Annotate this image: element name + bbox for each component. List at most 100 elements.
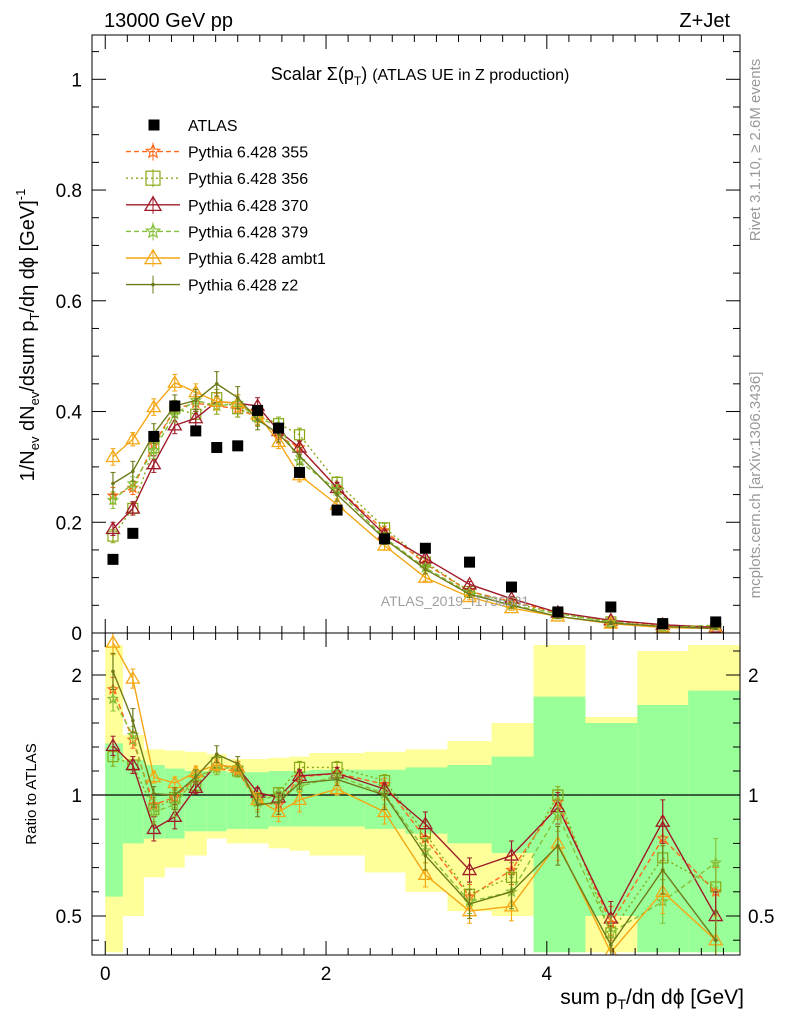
- chart-title: Scalar Σ(pT) (ATLAS UE in Z production): [271, 64, 570, 88]
- x-axis-label: sum pT/dη dϕ [GeV]: [560, 986, 744, 1012]
- ratio-ambt1-point: [655, 884, 671, 897]
- main-panel: 0 0.2 0.4 0.6 0.8 1 Scalar Σ(pT) (ATLAS UE in…: [13, 34, 741, 645]
- ratio-p370-point: [105, 738, 121, 751]
- series-p379-point: [126, 476, 140, 489]
- series-ambt1-point: [125, 431, 141, 445]
- uncertainty-band-inner: [105, 743, 123, 897]
- y-tick-label: 0.8: [56, 181, 82, 202]
- y-tick-label: 0.2: [56, 513, 82, 534]
- atlas-data-point: [464, 556, 476, 568]
- ratio-y-tick-label-right: 0.5: [748, 907, 774, 928]
- ratio-p370-point: [167, 808, 183, 822]
- ratio-z2-point: [556, 844, 560, 848]
- main-axes: 0 0.2 0.4 0.6 0.8 1: [56, 35, 740, 645]
- atlas-data-point: [190, 425, 202, 437]
- ratio-p370-point: [655, 813, 671, 827]
- series-ambt1-point: [708, 620, 723, 633]
- legend-marker-atlas: [148, 119, 160, 131]
- series-ambt1-point: [146, 399, 162, 413]
- series-z2-point: [509, 603, 514, 608]
- legend-label-data: ATLAS: [188, 118, 238, 135]
- analysis-watermark: ATLAS_2019_I1736531: [381, 593, 530, 609]
- ratio-y-tick-label-right: 2: [748, 666, 759, 687]
- ratio-panel: 0.5 0.5 1 1 2 2 0 2 4 Ratio to ATLAS: [23, 632, 774, 985]
- series-z2-point: [297, 454, 302, 458]
- ratio-p370-point: [503, 847, 520, 861]
- ratio-p370-point: [188, 780, 204, 793]
- mcplots-label: mcplots.cern.ch [arXiv:1306.3436]: [747, 372, 764, 599]
- series-p370-point: [125, 500, 141, 514]
- ratio-z2-point: [131, 718, 135, 723]
- atlas-data-point: [169, 400, 181, 412]
- ratio-z2-point: [660, 868, 665, 872]
- ratio-ambt1-point: [329, 781, 345, 795]
- ratio-ambt1-point: [125, 670, 141, 684]
- ratio-ambt1-point: [146, 769, 162, 783]
- ratio-y-tick-label: 0.5: [56, 907, 82, 928]
- uncertainty-band-inner: [491, 756, 534, 854]
- legend-label-p379: Pythia 6.428 379: [188, 224, 308, 241]
- atlas-data-point: [657, 618, 669, 630]
- series-z2-point: [255, 418, 260, 422]
- uncertainty-band-inner: [585, 723, 638, 916]
- series-p379-point: [106, 493, 120, 506]
- ratio-z2-point: [172, 793, 177, 797]
- ratio-p379-point: [147, 805, 161, 818]
- ratio-ambt1-point: [604, 944, 618, 955]
- y-tick-label: 0.6: [56, 292, 82, 313]
- legend-label-p355: Pythia 6.428 355: [188, 145, 308, 162]
- atlas-data-point: [552, 606, 564, 618]
- atlas-data-point: [710, 616, 722, 628]
- y-tick-label: 0: [71, 624, 82, 645]
- uncertainty-band-inner: [447, 765, 492, 844]
- series-z2-point: [131, 469, 135, 474]
- ratio-z2-point: [382, 793, 387, 797]
- ratio-ambt1-point: [417, 867, 434, 881]
- ratio-y-tick-label: 2: [71, 666, 82, 687]
- series-z2-point: [214, 382, 219, 386]
- legend-label-z2: Pythia 6.428 z2: [188, 278, 298, 295]
- series-ambt1-point: [503, 600, 520, 614]
- ratio-z2-point: [111, 669, 115, 674]
- atlas-data-point: [331, 504, 343, 516]
- atlas-data-point: [232, 440, 244, 452]
- series-z2-point: [713, 626, 718, 631]
- series-ambt1-line: [112, 381, 716, 630]
- series-z2-point: [111, 481, 115, 486]
- legend-label-p370: Pythia 6.428 370: [188, 198, 308, 215]
- series-z2-point: [335, 492, 339, 497]
- ratio-z2-point: [423, 853, 428, 858]
- legend-label-ambt1: Pythia 6.428 ambt1: [188, 251, 326, 268]
- ratio-z2-point: [335, 777, 339, 782]
- atlas-data-point: [211, 442, 223, 454]
- x-tick-label: 4: [542, 964, 553, 985]
- ratio-p379-point: [106, 692, 120, 705]
- ratio-frame: [91, 632, 741, 956]
- main-plot-area: [105, 371, 724, 633]
- series-z2-line: [112, 382, 716, 630]
- ratio-plot-area: [92, 633, 740, 955]
- header-process-label: Z+Jet: [679, 10, 730, 32]
- series-ambt1-point: [105, 449, 121, 463]
- main-y-axis-label: 1/Nev dNev/dsum pT/dη dϕ [GeV]-1: [13, 189, 42, 482]
- ratio-z2-point: [467, 902, 472, 906]
- series-ambt1-point: [167, 374, 183, 388]
- ratio-z2-point: [509, 890, 514, 894]
- ratio-p379-point: [551, 807, 565, 820]
- atlas-data-point: [252, 404, 264, 416]
- ratio-axes: 0.5 0.5 1 1 2 2 0 2 4: [56, 633, 774, 985]
- series-z2-point: [235, 395, 240, 400]
- legend: ATLAS Pythia 6.428 355 Pythia 6.428 356 Pyt…: [126, 118, 326, 295]
- atlas-data-point: [107, 553, 119, 565]
- rivet-version-label: Rivet 3.1.10, ≥ 2.6M events: [747, 59, 764, 242]
- x-tick-label: 0: [100, 964, 111, 985]
- x-tick-label: 2: [321, 964, 332, 985]
- ratio-p370-point: [146, 821, 162, 835]
- series-p379-point: [147, 443, 161, 456]
- ratio-z2-point: [235, 762, 240, 766]
- ratio-ambt1-point: [230, 759, 246, 773]
- header-energy-label: 13000 GeV pp: [104, 10, 233, 32]
- atlas-data-point: [419, 542, 431, 554]
- uncertainty-band-inner: [405, 767, 448, 834]
